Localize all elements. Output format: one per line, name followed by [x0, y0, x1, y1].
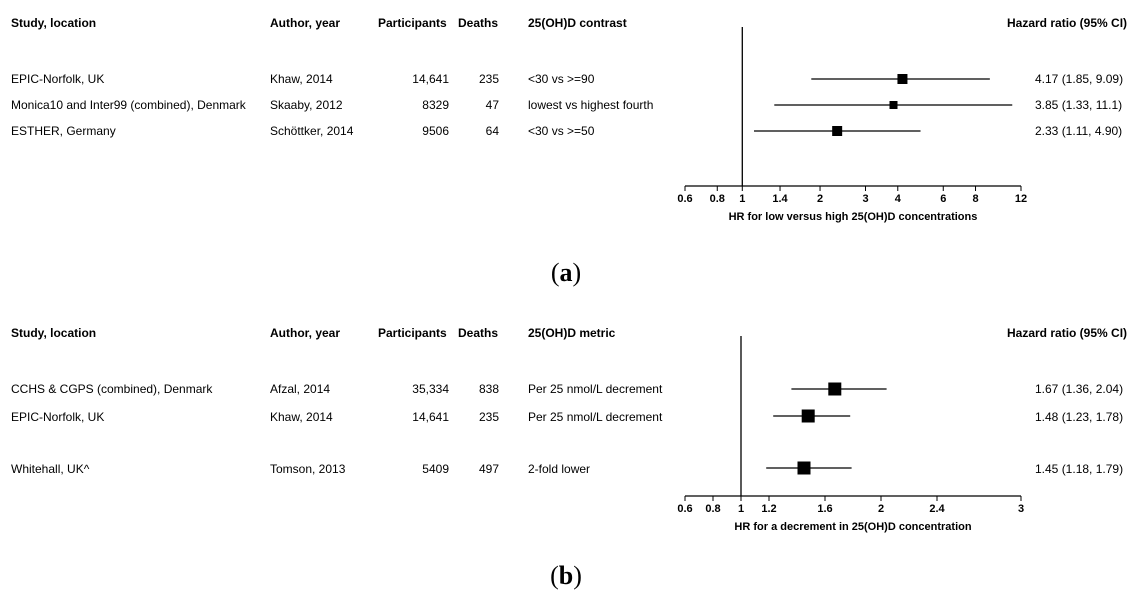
- table-row: EPIC-Norfolk, UK Khaw, 2014 14,641 235 <…: [0, 72, 1132, 88]
- participants: 35,334: [412, 382, 449, 396]
- author-year: Schöttker, 2014: [270, 124, 354, 138]
- participants: 14,641: [412, 72, 449, 86]
- author-year: Tomson, 2013: [270, 462, 346, 476]
- header-participants: Participants: [378, 326, 447, 340]
- deaths: 497: [478, 462, 499, 476]
- point-estimate-marker: [797, 461, 811, 475]
- x-tick-label: 8: [972, 193, 978, 205]
- x-tick-label: 1.4: [772, 193, 788, 205]
- hazard-ratio-text: 4.17 (1.85, 9.09): [1035, 72, 1124, 86]
- x-tick-label: 4: [895, 193, 902, 205]
- table-row: CCHS & CGPS (combined), Denmark Afzal, 2…: [0, 382, 1132, 398]
- header-hazard-ratio: Hazard ratio (95% CI): [1007, 16, 1128, 30]
- x-tick-label: 3: [1018, 503, 1024, 515]
- x-tick-label: 1: [738, 503, 744, 515]
- x-tick-label: 3: [862, 193, 868, 205]
- deaths: 838: [478, 382, 499, 396]
- deaths: 235: [478, 410, 499, 424]
- table-row: Whitehall, UK^ Tomson, 2013 5409 497 2-f…: [0, 462, 1132, 478]
- header-study: Study, location: [11, 16, 97, 30]
- x-tick-label: 2.4: [929, 503, 945, 515]
- deaths: 47: [485, 98, 499, 112]
- participants: 9506: [422, 124, 449, 138]
- x-axis-label: HR for low versus high 25(OH)D concentra…: [729, 211, 978, 223]
- header-participants: Participants: [378, 16, 447, 30]
- author-year: Afzal, 2014: [270, 382, 331, 396]
- header-hazard-ratio: Hazard ratio (95% CI): [1007, 326, 1128, 340]
- forest-plot-a: 0.6 0.8 1 1.4 2 3 4 6 8 12 HR for low versus high …: [677, 27, 1027, 223]
- study-name: Monica10 and Inter99 (combined), Denmark: [11, 98, 246, 112]
- author-year: Khaw, 2014: [270, 410, 333, 424]
- forest-plot-b: 0.6 0.8 1 1.2 1.6 2 2.4 3 HR for a decrement in …: [677, 336, 1024, 533]
- forest-plot-panel-a: Study, location Author, year Participant…: [0, 0, 1132, 250]
- header-author: Author, year: [270, 16, 341, 30]
- participants: 8329: [422, 98, 449, 112]
- author-year: Skaaby, 2012: [270, 98, 343, 112]
- table-row: Monica10 and Inter99 (combined), Denmark…: [0, 98, 1132, 114]
- point-estimate-marker: [897, 74, 908, 84]
- hazard-ratio-text: 3.85 (1.33, 11.1): [1035, 98, 1123, 112]
- study-name: Whitehall, UK^: [11, 462, 90, 476]
- participants: 5409: [422, 462, 449, 476]
- x-tick-label: 1.2: [761, 503, 776, 515]
- x-tick-label: 6: [940, 193, 946, 205]
- header-deaths: Deaths: [458, 326, 499, 340]
- participants: 14,641: [412, 410, 449, 424]
- header-study: Study, location: [11, 326, 97, 340]
- panel-label-b: (b): [550, 561, 582, 590]
- contrast: <30 vs >=50: [528, 124, 595, 138]
- hazard-ratio-text: 1.48 (1.23, 1.78): [1035, 410, 1124, 424]
- study-name: ESTHER, Germany: [11, 124, 116, 138]
- point-estimate-marker: [889, 101, 898, 109]
- table-row: EPIC-Norfolk, UK Khaw, 2014 14,641 235 P…: [0, 410, 1132, 426]
- x-tick-label: 0.6: [677, 193, 692, 205]
- x-tick-label: 0.8: [705, 503, 720, 515]
- x-tick-label: 2: [817, 193, 823, 205]
- study-name: EPIC-Norfolk, UK: [11, 410, 105, 424]
- hazard-ratio-text: 1.45 (1.18, 1.79): [1035, 462, 1124, 476]
- header-metric: 25(OH)D metric: [528, 326, 616, 340]
- x-tick-label: 0.6: [677, 503, 692, 515]
- contrast: <30 vs >=90: [528, 72, 595, 86]
- x-tick-label: 1: [739, 193, 745, 205]
- metric: 2-fold lower: [528, 462, 591, 476]
- point-estimate-marker: [828, 382, 842, 396]
- header-contrast: 25(OH)D contrast: [528, 16, 627, 30]
- table-row: ESTHER, Germany Schöttker, 2014 9506 64 …: [0, 124, 1132, 140]
- x-tick-label: 2: [878, 503, 884, 515]
- header-deaths: Deaths: [458, 16, 499, 30]
- panel-label-a: (a): [550, 258, 582, 287]
- header-author: Author, year: [270, 326, 341, 340]
- x-tick-label: 0.8: [710, 193, 725, 205]
- deaths: 64: [485, 124, 499, 138]
- forest-plot-panel-b: Study, location Author, year Participant…: [0, 310, 1132, 542]
- author-year: Khaw, 2014: [270, 72, 333, 86]
- study-name: CCHS & CGPS (combined), Denmark: [11, 382, 213, 396]
- deaths: 235: [478, 72, 499, 86]
- metric: Per 25 nmol/L decrement: [528, 382, 663, 396]
- x-tick-label: 1.6: [817, 503, 832, 515]
- hazard-ratio-text: 2.33 (1.11, 4.90): [1035, 124, 1123, 138]
- point-estimate-marker: [801, 409, 815, 423]
- hazard-ratio-text: 1.67 (1.36, 2.04): [1035, 382, 1124, 396]
- x-tick-label: 12: [1015, 193, 1027, 205]
- study-name: EPIC-Norfolk, UK: [11, 72, 105, 86]
- contrast: lowest vs highest fourth: [528, 98, 654, 112]
- metric: Per 25 nmol/L decrement: [528, 410, 663, 424]
- x-axis-label: HR for a decrement in 25(OH)D concentrat…: [734, 521, 971, 533]
- point-estimate-marker: [832, 126, 843, 136]
